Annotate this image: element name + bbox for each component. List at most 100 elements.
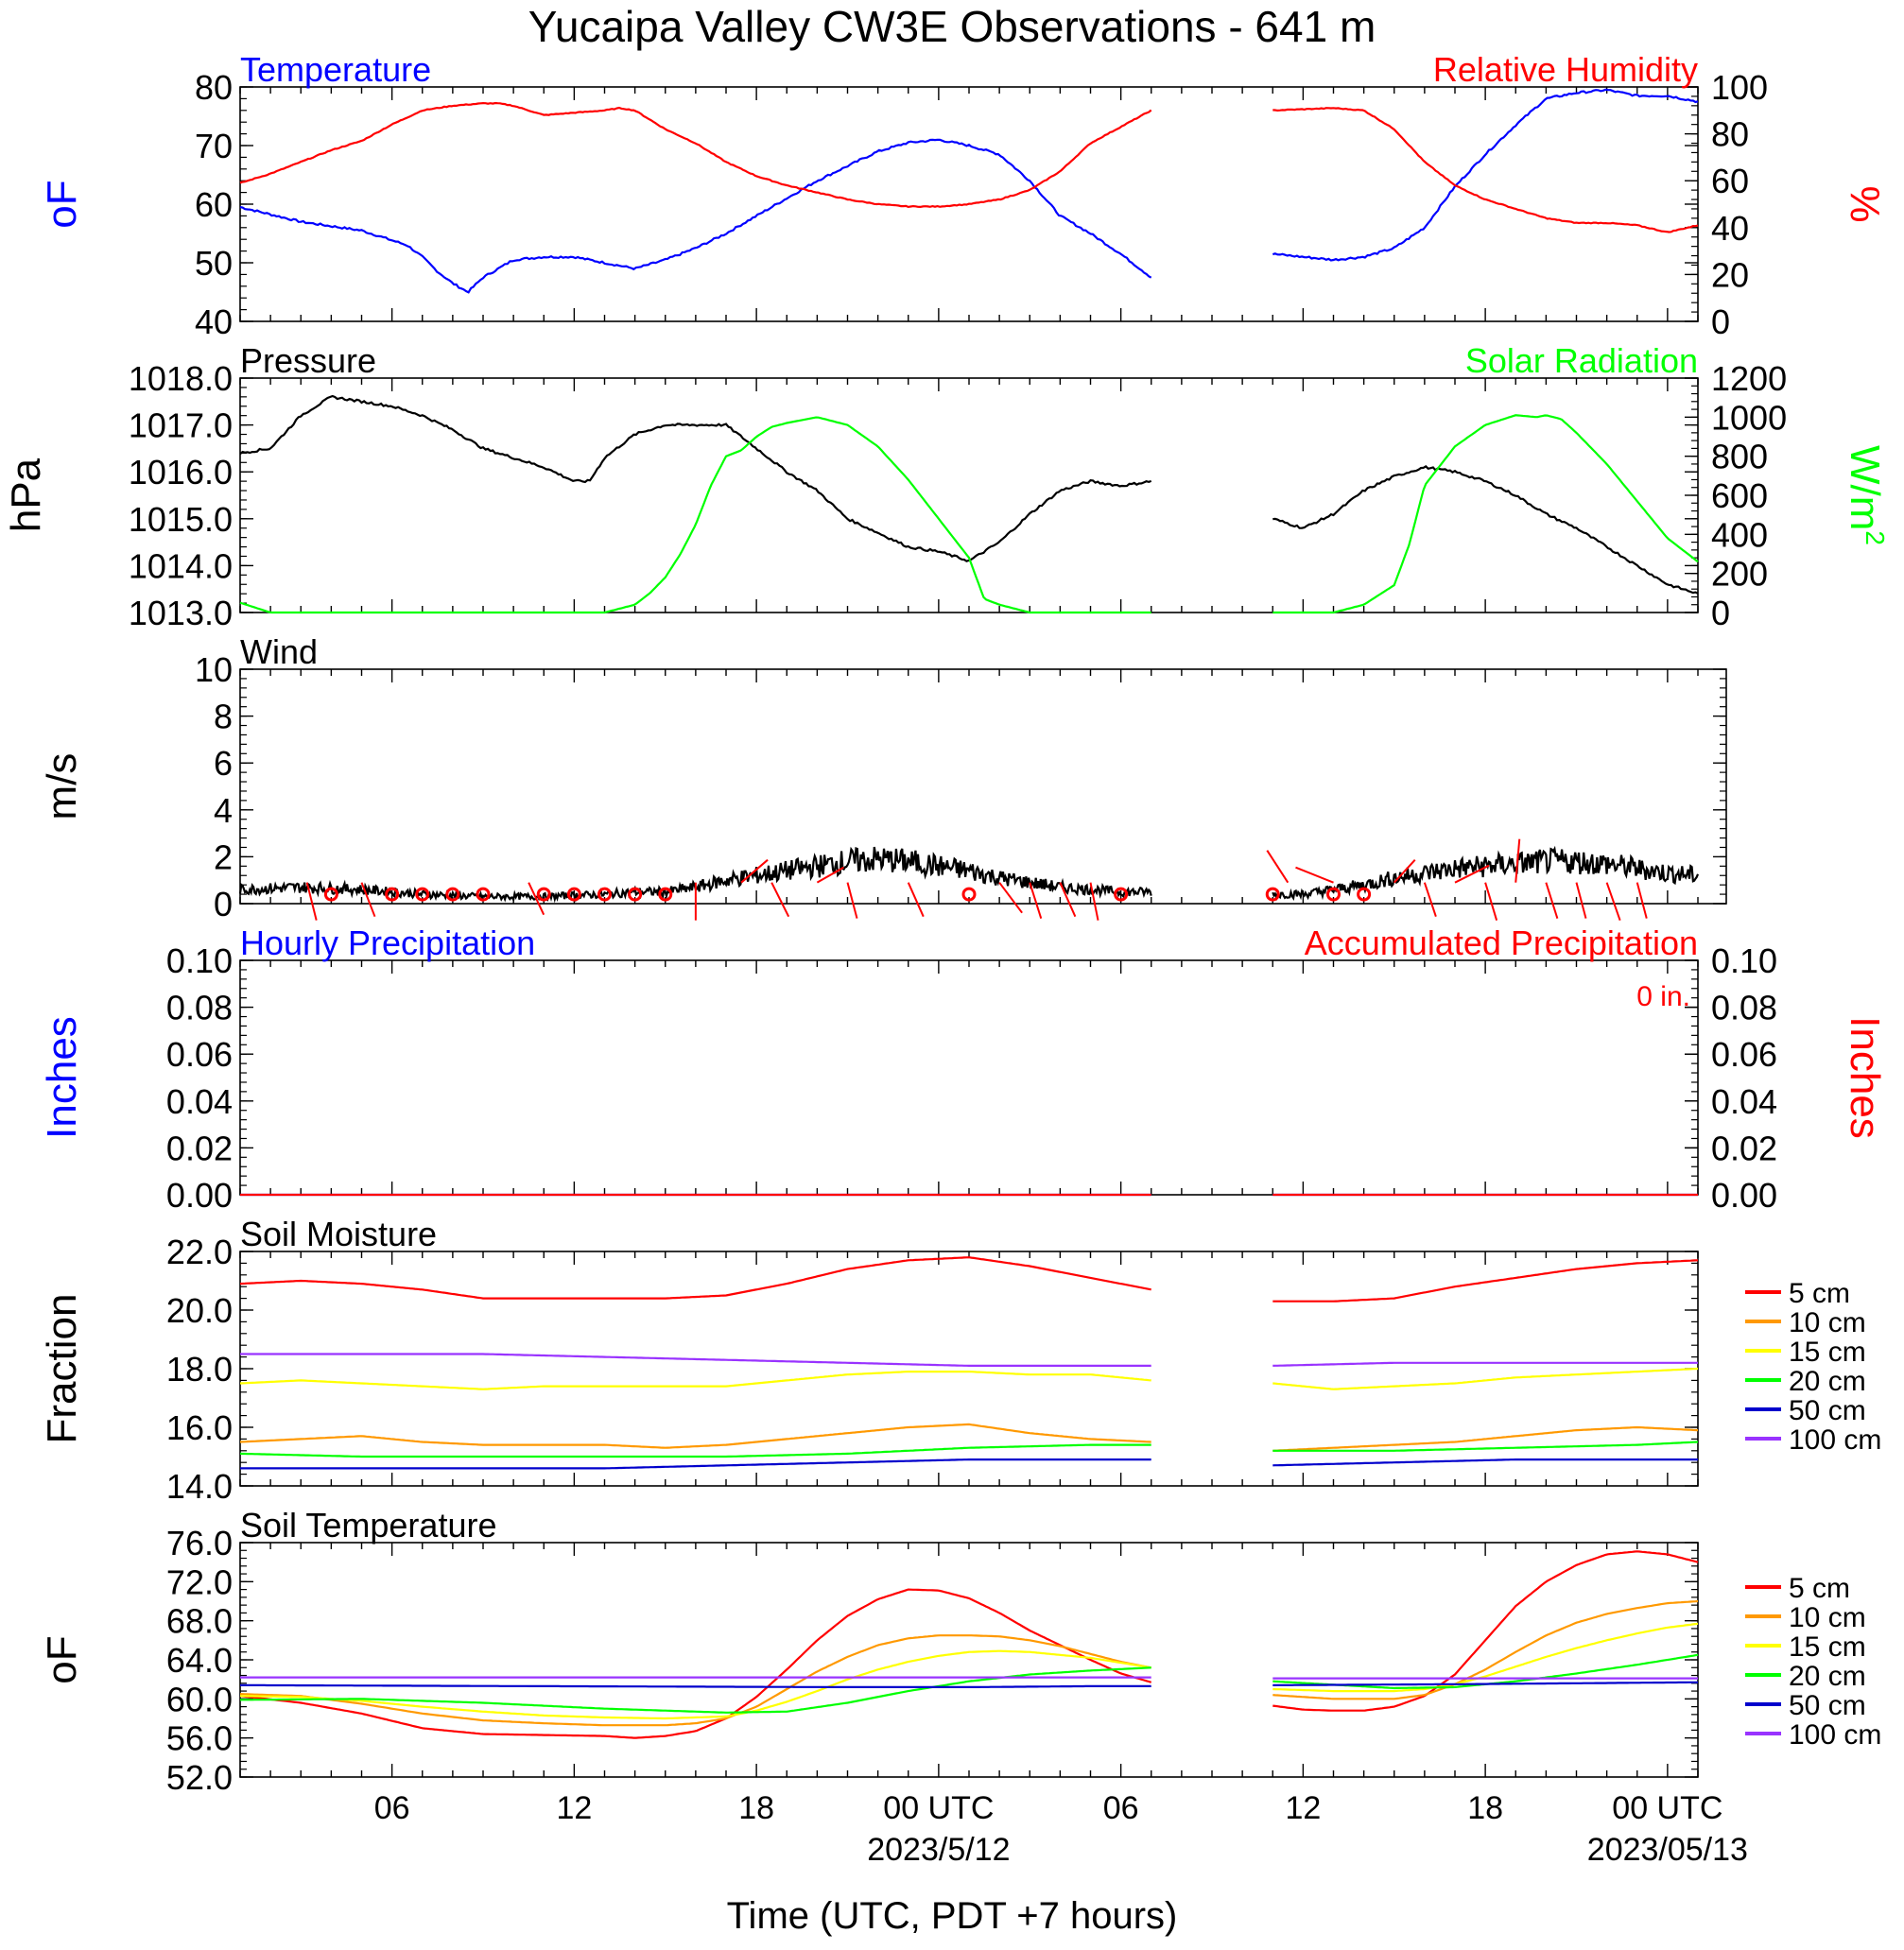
y-tick-label: 1013.0	[129, 594, 233, 632]
series-line-temperature	[1272, 88, 1699, 262]
wind-barb	[770, 882, 790, 918]
calm-wind-marker	[1326, 887, 1341, 902]
y-tick-label-right: 400	[1711, 515, 1768, 554]
y-tick-label-right: 0	[1711, 594, 1730, 632]
panel-right-title: Accumulated Precipitation	[1305, 923, 1698, 962]
x-tick-label: 18	[1467, 1790, 1503, 1826]
wind-barb	[1266, 850, 1290, 884]
panel-right-title: Solar Radiation	[1465, 341, 1698, 380]
wind-barb	[1295, 866, 1334, 884]
right-axis-label: Inches	[1842, 1016, 1888, 1139]
y-tick-label: 60	[195, 185, 233, 224]
series-line-50-cm	[240, 1683, 1151, 1688]
wind-barb	[907, 882, 925, 918]
y-tick-label: 2	[214, 837, 233, 876]
calm-wind-marker	[1265, 887, 1280, 902]
left-axis-label: m/s	[39, 753, 85, 820]
right-axis-label-text: %	[1842, 185, 1888, 222]
y-tick-label-right: 60	[1711, 162, 1749, 200]
y-tick-label: 56.0	[166, 1719, 233, 1758]
y-tick-label-right: 0.02	[1711, 1129, 1777, 1167]
y-tick-label: 0.04	[166, 1082, 233, 1121]
panel-left-title: Pressure	[240, 341, 376, 380]
y-tick-label-right: 0.08	[1711, 989, 1777, 1027]
wind-barb	[360, 882, 376, 918]
series-line-5-cm	[1272, 1550, 1699, 1712]
legend-label: 5 cm	[1789, 1573, 1850, 1604]
wind-barb	[1454, 864, 1490, 884]
series-line-solar-radiation	[1272, 414, 1699, 614]
x-date-label: 2023/05/13	[1587, 1832, 1748, 1868]
series-line-10-cm	[240, 1634, 1151, 1727]
panel-annotation: 0 in.	[1636, 981, 1690, 1012]
legend-label: 50 cm	[1789, 1395, 1866, 1426]
x-tick-label: 12	[556, 1790, 592, 1826]
series-line-15-cm	[1272, 1622, 1699, 1693]
panel-left-title: Soil Temperature	[240, 1506, 496, 1544]
series-line-15-cm	[239, 1371, 1151, 1390]
panel-left-title: Temperature	[240, 50, 431, 89]
y-tick-label: 0.00	[166, 1176, 233, 1215]
legend-label: 10 cm	[1789, 1602, 1866, 1633]
y-tick-label: 68.0	[166, 1602, 233, 1641]
wind-barb	[1575, 882, 1587, 919]
x-tick-label: 18	[738, 1790, 774, 1826]
y-tick-label: 0.10	[166, 941, 233, 980]
wind-barb	[1059, 882, 1077, 918]
legend-label: 100 cm	[1789, 1424, 1881, 1456]
right-axis-label: W/m2	[1842, 445, 1890, 545]
series-line-temperature	[239, 138, 1152, 294]
wind-barb	[846, 882, 858, 919]
panel-soil_moist: 14.0 16.0 18.0 20.0 22.0 Soil Moisture Fractio…	[39, 1215, 1881, 1506]
series-line-relative-humidity	[239, 101, 1152, 209]
calm-wind-marker	[566, 887, 581, 902]
series-line-50-cm	[1272, 1458, 1698, 1467]
wind-barb	[998, 882, 1023, 914]
y-tick-label: 20.0	[166, 1291, 233, 1330]
wind-barb	[528, 882, 545, 916]
panel-left-title: Wind	[240, 632, 318, 671]
wind-barb	[1089, 882, 1099, 921]
figure-title: Yucaipa Valley CW3E Observations - 641 m	[528, 2, 1376, 51]
series-line-5-cm	[239, 1588, 1152, 1739]
series-line-50-cm	[240, 1458, 1151, 1470]
legend-label: 100 cm	[1789, 1719, 1881, 1751]
y-tick-label-right: 80	[1711, 115, 1749, 154]
y-tick-label: 0.08	[166, 989, 233, 1027]
y-tick-label-right: 0.00	[1711, 1176, 1777, 1215]
series-line-20-cm	[239, 1443, 1151, 1458]
panel-precip: 0.00 0.02 0.04 0.06 0.08 0.10 0.00 0.02 0.04 0.06…	[39, 923, 1888, 1215]
y-tick-label: 1018.0	[129, 359, 233, 398]
legend-label: 20 cm	[1789, 1366, 1866, 1397]
series-line-15-cm	[239, 1649, 1151, 1720]
y-tick-label: 22.0	[166, 1233, 233, 1271]
series-line-solar-radiation	[239, 416, 1151, 614]
y-tick-label-right: 600	[1711, 476, 1768, 515]
y-tick-label: 16.0	[166, 1408, 233, 1447]
series-line-100-cm	[240, 1353, 1151, 1367]
series-line-pressure	[1272, 465, 1699, 595]
calm-wind-marker	[445, 887, 460, 902]
y-tick-label-right: 40	[1711, 209, 1749, 248]
calm-wind-marker	[628, 887, 643, 902]
y-tick-label: 52.0	[166, 1758, 233, 1797]
y-tick-label-right: 200	[1711, 555, 1768, 594]
series-line-relative-humidity	[1272, 107, 1699, 233]
legend-label: 5 cm	[1789, 1278, 1850, 1309]
right-axis-label-text: Inches	[1842, 1016, 1888, 1139]
y-tick-label: 4	[214, 791, 233, 830]
x-tick-label: 12	[1285, 1790, 1321, 1826]
panel-temp_rh: 40 50 60 70 80 0 20 40 60 80 100 Temperature Relativ…	[39, 50, 1888, 341]
wind-barb	[1545, 882, 1559, 919]
left-axis-label: hPa	[3, 457, 49, 532]
y-tick-label-right: 0.04	[1711, 1082, 1777, 1121]
y-tick-label: 70	[195, 127, 233, 165]
wind-barb	[1515, 838, 1521, 883]
y-tick-label: 0	[214, 885, 233, 923]
series-line-20-cm	[1272, 1441, 1699, 1452]
y-tick-label: 10	[195, 650, 233, 689]
panel-soil_temp: 52.056.060.064.068.072.076.0 Soil Tempera…	[39, 1506, 1881, 1797]
